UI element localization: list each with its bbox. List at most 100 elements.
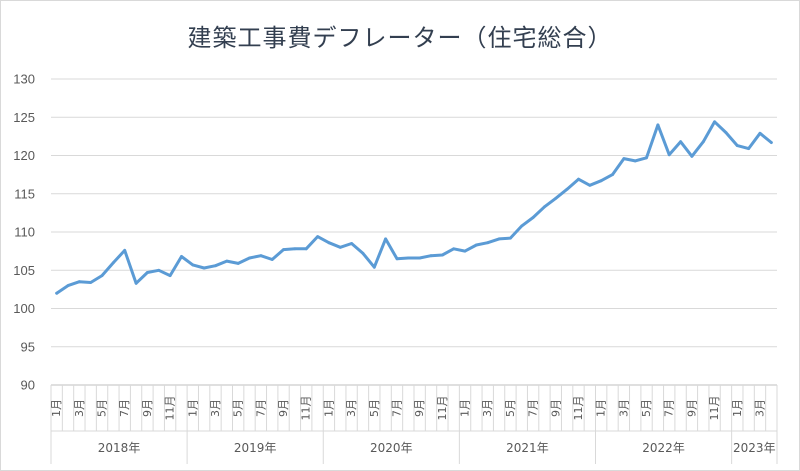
data-point bbox=[248, 256, 251, 260]
month-tick-label: 11月 bbox=[164, 396, 177, 421]
data-point bbox=[78, 280, 81, 284]
data-point bbox=[327, 241, 331, 245]
data-point bbox=[667, 153, 671, 157]
data-point bbox=[146, 271, 149, 274]
data-point bbox=[395, 257, 399, 261]
data-point bbox=[769, 141, 773, 144]
year-label: 2023年 bbox=[733, 441, 776, 455]
month-tick-label: 9月 bbox=[413, 399, 426, 417]
data-point bbox=[350, 242, 353, 245]
data-point bbox=[486, 241, 490, 245]
month-tick-label: 1月 bbox=[186, 399, 199, 417]
y-tick-label: 105 bbox=[13, 263, 35, 278]
data-point bbox=[611, 173, 614, 177]
data-point bbox=[679, 140, 682, 144]
month-tick-label: 5月 bbox=[368, 399, 381, 417]
data-point bbox=[747, 147, 750, 151]
year-label: 2021年 bbox=[506, 441, 549, 455]
month-tick-label: 7月 bbox=[663, 399, 676, 417]
month-tick-label: 1月 bbox=[322, 399, 335, 417]
month-tick-label: 3月 bbox=[481, 399, 494, 417]
month-tick-label: 1月 bbox=[595, 399, 608, 417]
data-point bbox=[270, 258, 274, 261]
month-tick-label: 3月 bbox=[345, 399, 358, 417]
month-tick-label: 7月 bbox=[390, 399, 403, 417]
data-point bbox=[588, 183, 592, 187]
y-tick-label: 90 bbox=[21, 378, 35, 393]
month-tick-label: 7月 bbox=[254, 399, 267, 417]
data-point bbox=[441, 253, 444, 257]
data-point bbox=[214, 264, 217, 268]
year-label: 2018年 bbox=[98, 441, 141, 455]
data-point bbox=[89, 281, 93, 284]
data-point bbox=[282, 248, 285, 252]
data-point bbox=[735, 144, 739, 148]
y-tick-label: 115 bbox=[14, 186, 35, 201]
y-tick-label: 110 bbox=[14, 225, 35, 240]
data-point bbox=[361, 252, 365, 255]
data-point bbox=[690, 154, 694, 158]
data-point bbox=[293, 247, 297, 251]
data-point bbox=[406, 256, 410, 260]
data-point bbox=[531, 216, 535, 219]
data-point bbox=[758, 131, 762, 135]
y-axis: 90 95 100 105 110 115 120 125 130 bbox=[13, 72, 35, 393]
data-point bbox=[304, 247, 308, 251]
month-tick-label: 7月 bbox=[527, 399, 540, 417]
y-tick-label: 100 bbox=[13, 301, 35, 316]
month-tick-label: 11月 bbox=[572, 396, 585, 421]
data-point bbox=[225, 259, 229, 263]
month-tick-label: 9月 bbox=[141, 399, 154, 417]
data-point bbox=[338, 245, 342, 249]
month-tick-label: 5月 bbox=[96, 399, 109, 417]
data-point bbox=[429, 254, 433, 258]
month-tick-label: 1月 bbox=[731, 399, 744, 417]
data-point bbox=[316, 235, 319, 239]
data-point bbox=[180, 255, 183, 258]
data-point bbox=[112, 261, 115, 264]
data-point bbox=[66, 284, 70, 287]
data-point bbox=[452, 247, 456, 251]
data-point bbox=[123, 249, 127, 252]
chart-title: 建築工事費デフレーター（住宅総合） bbox=[187, 24, 613, 52]
data-point bbox=[202, 266, 206, 270]
data-point bbox=[645, 156, 648, 160]
month-tick-label: 3月 bbox=[753, 399, 766, 417]
data-point bbox=[724, 131, 728, 135]
data-point bbox=[100, 274, 104, 277]
data-point bbox=[633, 159, 637, 163]
month-tick-label: 11月 bbox=[300, 396, 313, 421]
data-point bbox=[543, 205, 546, 209]
month-tick-label: 11月 bbox=[436, 396, 449, 421]
data-point bbox=[520, 224, 524, 228]
data-point bbox=[463, 249, 467, 253]
month-tick-label: 9月 bbox=[277, 399, 290, 417]
data-point bbox=[55, 291, 59, 295]
data-point bbox=[475, 243, 478, 247]
data-point bbox=[191, 263, 195, 267]
month-tick-label: 1月 bbox=[50, 399, 63, 417]
month-tick-label: 7月 bbox=[118, 399, 131, 417]
data-point bbox=[134, 281, 138, 285]
year-label: 2020年 bbox=[370, 441, 413, 455]
data-point bbox=[497, 237, 501, 241]
data-point bbox=[509, 236, 512, 240]
gridlines bbox=[51, 78, 777, 348]
data-point bbox=[554, 196, 558, 200]
data-point bbox=[701, 140, 705, 144]
month-tick-label: 5月 bbox=[640, 399, 653, 417]
data-point bbox=[565, 187, 569, 191]
month-tick-label: 3月 bbox=[209, 399, 222, 417]
data-point bbox=[259, 254, 263, 258]
month-tick-label: 9月 bbox=[685, 399, 698, 417]
y-tick-label: 125 bbox=[13, 110, 35, 125]
month-tick-label: 11月 bbox=[708, 396, 721, 421]
data-point bbox=[577, 177, 580, 181]
data-point bbox=[236, 262, 240, 265]
month-tick-label: 5月 bbox=[232, 399, 245, 417]
data-point bbox=[622, 157, 626, 161]
month-tick-label: 5月 bbox=[504, 399, 517, 417]
data-point bbox=[372, 265, 376, 269]
data-point bbox=[157, 268, 161, 272]
